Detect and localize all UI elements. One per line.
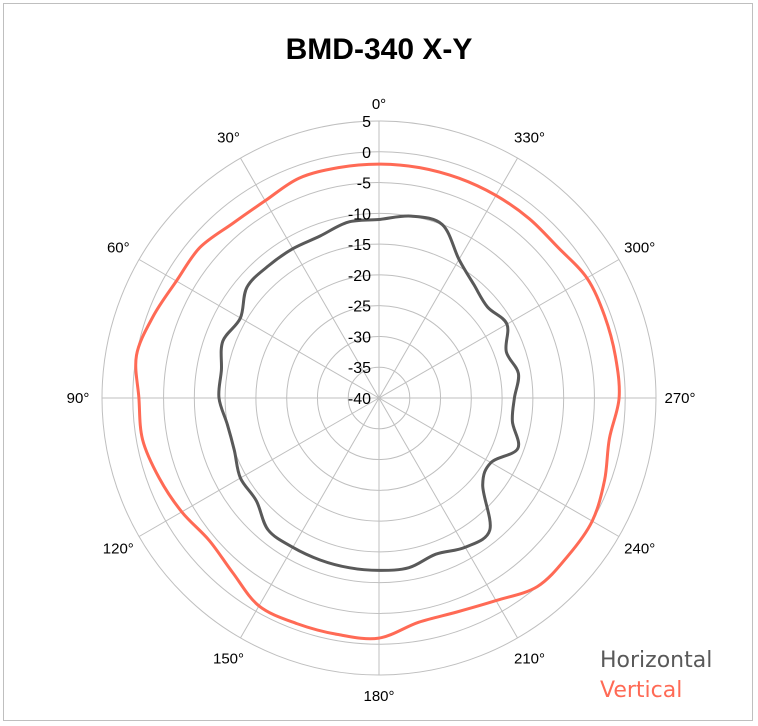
chart-title: BMD-340 X-Y [286,33,473,66]
radial-tick-label: 0 [362,145,371,162]
radial-tick-labels: -40 -35 -30 -25 -20 -15 -10 -5 0 5 [348,114,371,408]
radial-tick-label: 5 [362,114,371,131]
angle-tick-label: 0° [372,96,386,113]
angle-tick-label: 180° [363,688,394,705]
angle-tick-label: 150° [213,651,244,668]
angle-tick-label: 270° [664,390,695,407]
radial-tick-label: -25 [348,299,371,316]
series-horizontal-line [217,214,521,572]
angle-tick-label: 120° [103,541,134,558]
radial-tick-label: -15 [348,237,371,254]
angle-tick-label: 210° [514,651,545,668]
angle-tick-label: 60° [107,240,130,257]
angle-tick-label: 300° [624,240,655,257]
grid-spoke-120 [138,397,380,537]
grid-spoke-330 [378,157,518,399]
grid-spoke-150 [240,397,380,639]
legend-entry-horizontal: Horizontal [600,648,713,673]
grid-spoke-210 [378,397,518,639]
grid-spoke-60 [138,259,380,399]
polar-grid [101,120,657,676]
angle-tick-labels: 0° 30° 60° 90° 120° 150° 180° 210° 240° 270° 300° 3… [67,96,696,705]
radial-tick-label: -35 [348,360,371,377]
series-vertical-line [134,162,621,641]
legend: Horizontal Vertical [600,646,712,706]
grid-spoke-240 [378,397,620,537]
legend-entry-vertical: Vertical [600,678,683,703]
radial-tick-label: -20 [348,268,371,285]
angle-tick-label: 90° [67,390,90,407]
grid-spoke-30 [240,157,380,399]
angle-tick-label: 240° [624,541,655,558]
polar-chart: BMD-340 X-Y -40 -35 -30 -25 -20 -15 -10 -5 0 5 0°… [67,33,696,705]
angle-tick-label: 330° [514,129,545,146]
radial-tick-label: -5 [357,176,371,193]
radial-tick-label: -10 [348,206,371,223]
angle-tick-label: 30° [217,129,240,146]
chart-frame: BMD-340 X-Y -40 -35 -30 -25 -20 -15 -10 -5 0 5 0°… [3,3,753,721]
radial-tick-label: -30 [348,329,371,346]
series-layer [134,162,621,641]
radial-tick-label: -40 [348,391,371,408]
grid-spoke-300 [378,259,620,399]
